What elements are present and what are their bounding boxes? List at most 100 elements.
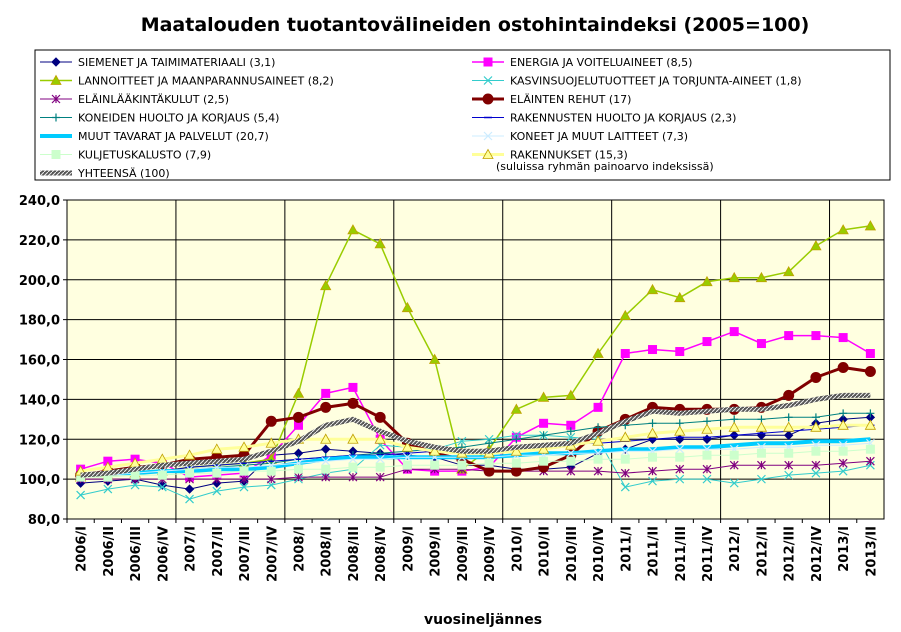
series-point bbox=[728, 271, 740, 283]
legend-item: KONEET JA MUUT LAITTEET (7,3) bbox=[472, 130, 688, 143]
legend-marker bbox=[51, 57, 61, 67]
x-tick-label: 2009/II bbox=[429, 526, 444, 577]
series-point bbox=[130, 470, 140, 480]
legend-marker bbox=[52, 113, 60, 122]
series-point bbox=[594, 423, 603, 432]
series-point bbox=[592, 435, 604, 446]
x-axis: 2006/I 2006/II 2006/III 2006/IV 2007/I 2007/I… bbox=[66, 519, 879, 582]
series-point bbox=[648, 466, 657, 476]
x-tick-label: 2009/III bbox=[456, 526, 471, 581]
series-point bbox=[539, 456, 549, 466]
x-tick-label: 2011/III bbox=[674, 526, 689, 581]
series-point bbox=[811, 331, 821, 341]
series-point bbox=[838, 458, 848, 468]
series-point bbox=[837, 224, 849, 235]
series-point bbox=[701, 275, 713, 287]
series-point bbox=[265, 437, 277, 448]
x-tick-label: 2010/III bbox=[565, 526, 580, 581]
series-point bbox=[757, 460, 766, 470]
series-point bbox=[593, 466, 603, 476]
series-point bbox=[811, 468, 821, 478]
series-point bbox=[212, 468, 222, 478]
x-tick-label: 2012/I bbox=[728, 526, 743, 572]
series-point bbox=[157, 482, 167, 492]
legend-note: (suluissa ryhmän painoarvo indeksissä) bbox=[496, 160, 714, 173]
series-point bbox=[729, 327, 739, 337]
x-tick-label: 2008/II bbox=[320, 526, 335, 577]
series-point bbox=[510, 445, 523, 456]
y-tick-label: 120,0 bbox=[19, 433, 60, 448]
y-tick-label: 160,0 bbox=[19, 354, 60, 369]
series-point bbox=[864, 419, 877, 430]
series-point bbox=[648, 419, 657, 428]
series-line bbox=[80, 448, 871, 478]
x-tick-label: 2012/III bbox=[783, 526, 798, 581]
series-lines bbox=[74, 220, 877, 504]
series-point bbox=[648, 476, 657, 486]
series-point bbox=[374, 411, 386, 423]
y-axis: 80,0 100,0 120,0 140,0 160,0 180,0 200,0 220,0 2… bbox=[19, 194, 67, 528]
y-tick-label: 200,0 bbox=[19, 274, 60, 289]
series-point bbox=[266, 474, 276, 484]
legend-marker bbox=[51, 94, 61, 104]
x-tick-label: 2008/I bbox=[292, 526, 307, 572]
series-point bbox=[76, 490, 86, 500]
series-point bbox=[811, 460, 821, 470]
series-point bbox=[675, 444, 685, 454]
series-point bbox=[566, 448, 576, 458]
y-tick-label: 180,0 bbox=[19, 314, 60, 329]
legend-marker bbox=[483, 76, 493, 85]
series-point bbox=[865, 444, 875, 454]
legend-item: SIEMENET JA TAIMIMATERIAALI (3,1) bbox=[40, 56, 275, 69]
series-point bbox=[837, 419, 849, 430]
x-tick-label: 2008/III bbox=[347, 526, 362, 581]
series-point bbox=[620, 468, 630, 478]
series-line bbox=[80, 434, 871, 500]
series-point bbox=[428, 353, 441, 364]
series-point bbox=[729, 460, 739, 470]
series-point bbox=[239, 482, 249, 492]
series-point bbox=[348, 472, 358, 482]
series-point bbox=[320, 279, 332, 291]
series-point bbox=[675, 464, 685, 474]
series-point bbox=[185, 494, 194, 504]
series-point bbox=[593, 454, 603, 464]
series-point bbox=[864, 220, 877, 231]
legend-item: ELÄINTEN REHUT (17) bbox=[472, 93, 631, 106]
series-point bbox=[784, 331, 794, 341]
series-point bbox=[702, 464, 712, 474]
series-point bbox=[512, 435, 521, 444]
series-point bbox=[565, 389, 577, 400]
series-point bbox=[646, 427, 659, 438]
x-tick-label: 2013/I bbox=[837, 526, 852, 572]
series-point bbox=[620, 454, 630, 464]
legend-label: SIEMENET JA TAIMIMATERIAALI (3,1) bbox=[78, 56, 275, 69]
series-point bbox=[320, 401, 332, 413]
x-tick-label: 2009/IV bbox=[483, 526, 498, 582]
legend-label: LANNOITTEET JA MAANPARANNUSAINEET (8,2) bbox=[78, 75, 334, 88]
series-point bbox=[755, 421, 768, 432]
series-point bbox=[783, 389, 795, 401]
series-point bbox=[838, 446, 848, 456]
legend-item: KONEIDEN HUOLTO JA KORJAUS (5,4) bbox=[40, 112, 279, 125]
series-point bbox=[837, 361, 849, 373]
series-point bbox=[866, 409, 875, 418]
series-point bbox=[648, 452, 658, 462]
series-point bbox=[784, 460, 794, 470]
series-point bbox=[265, 415, 277, 427]
series-12 bbox=[80, 392, 871, 478]
series-point bbox=[266, 466, 276, 476]
series-point bbox=[648, 345, 658, 355]
legend-label: KULJETUSKALUSTO (7,9) bbox=[78, 149, 211, 162]
series-point bbox=[321, 472, 331, 482]
x-tick-label: 2011/II bbox=[647, 526, 662, 577]
series-point bbox=[537, 443, 550, 454]
series-point bbox=[293, 464, 303, 474]
chart-title: Maatalouden tuotantovälineiden ostohinta… bbox=[141, 14, 810, 36]
series-point bbox=[539, 431, 548, 440]
legend-label: KASVINSUOJELUTUOTTEET JA TORJUNTA-AINEET… bbox=[510, 75, 802, 88]
series-point bbox=[402, 460, 412, 470]
series-point bbox=[212, 486, 222, 496]
series-point bbox=[374, 238, 386, 249]
legend-label: KONEET JA MUUT LAITTEET (7,3) bbox=[510, 130, 688, 143]
